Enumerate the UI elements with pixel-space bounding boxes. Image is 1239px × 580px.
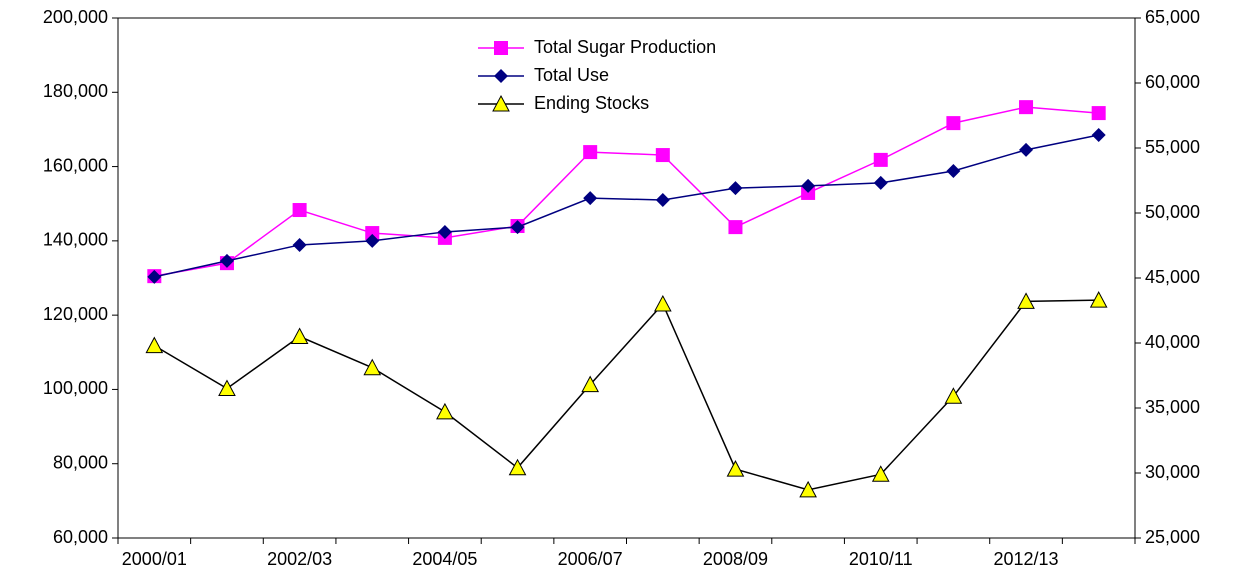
legend-marker	[492, 94, 510, 112]
series-marker	[653, 294, 672, 312]
y-tick-label: 120,000	[43, 304, 108, 324]
series-marker	[219, 253, 234, 268]
y-tick-label: 180,000	[43, 81, 108, 101]
series-marker	[871, 465, 890, 482]
series-marker	[726, 460, 745, 477]
y-tick-label: 100,000	[43, 378, 108, 398]
series-line	[153, 299, 1099, 491]
series-marker	[365, 233, 380, 248]
x-tick-label: 2010/11	[849, 549, 913, 569]
series-marker	[583, 191, 598, 206]
series-marker	[147, 269, 162, 284]
y2-tick-label: 60,000	[1145, 72, 1200, 92]
series-line	[154, 134, 1099, 278]
series-line	[154, 106, 1099, 277]
x-tick-label: 2000/01	[122, 549, 187, 569]
y-tick-label: 60,000	[53, 527, 108, 547]
series-marker	[1089, 291, 1108, 308]
series-marker	[292, 237, 307, 252]
series-marker	[801, 185, 816, 200]
series-marker	[436, 402, 454, 420]
x-tick-label: 2012/13	[993, 549, 1058, 569]
series-marker	[583, 145, 598, 160]
series-marker	[873, 152, 888, 167]
y2-tick-label: 35,000	[1145, 397, 1200, 417]
series-marker	[1019, 100, 1034, 115]
x-tick-label: 2004/05	[412, 549, 477, 569]
y2-tick-label: 50,000	[1145, 202, 1200, 222]
legend-label: Ending Stocks	[534, 93, 649, 113]
x-tick-label: 2008/09	[703, 549, 768, 569]
series-marker	[946, 116, 961, 131]
y2-tick-label: 65,000	[1145, 7, 1200, 27]
series-marker	[292, 203, 307, 218]
series-marker	[1019, 142, 1034, 157]
x-tick-label: 2002/03	[267, 549, 332, 569]
series-marker	[145, 336, 164, 354]
series-marker	[873, 175, 888, 190]
y-tick-label: 80,000	[53, 452, 108, 472]
series-marker	[946, 164, 961, 179]
legend-marker	[494, 69, 508, 83]
series-marker	[218, 379, 236, 396]
legend-label: Total Sugar Production	[534, 37, 716, 57]
series-marker	[290, 327, 309, 344]
y-tick-label: 140,000	[43, 230, 108, 250]
series-marker	[1091, 106, 1106, 121]
y2-tick-label: 40,000	[1145, 332, 1200, 352]
x-tick-label: 2006/07	[558, 549, 623, 569]
y2-tick-label: 45,000	[1145, 267, 1200, 287]
series-marker	[655, 193, 670, 207]
series-marker	[365, 226, 380, 241]
series-marker	[799, 480, 817, 498]
y2-tick-label: 25,000	[1145, 527, 1200, 547]
series-marker	[581, 375, 600, 393]
series-marker	[510, 220, 525, 235]
series-marker	[801, 178, 816, 193]
legend-marker	[494, 41, 508, 55]
series-marker	[1017, 292, 1035, 309]
y-tick-label: 160,000	[43, 155, 108, 175]
legend-label: Total Use	[534, 65, 609, 85]
series-marker	[508, 458, 527, 476]
series-marker	[728, 181, 743, 196]
series-marker	[655, 148, 670, 163]
y2-tick-label: 30,000	[1145, 462, 1200, 482]
y-tick-label: 200,000	[43, 7, 108, 27]
series-marker	[944, 387, 963, 404]
y2-tick-label: 55,000	[1145, 137, 1200, 157]
series-marker	[363, 358, 382, 376]
series-marker	[437, 224, 452, 239]
series-marker	[1091, 128, 1106, 142]
series-marker	[728, 220, 743, 235]
